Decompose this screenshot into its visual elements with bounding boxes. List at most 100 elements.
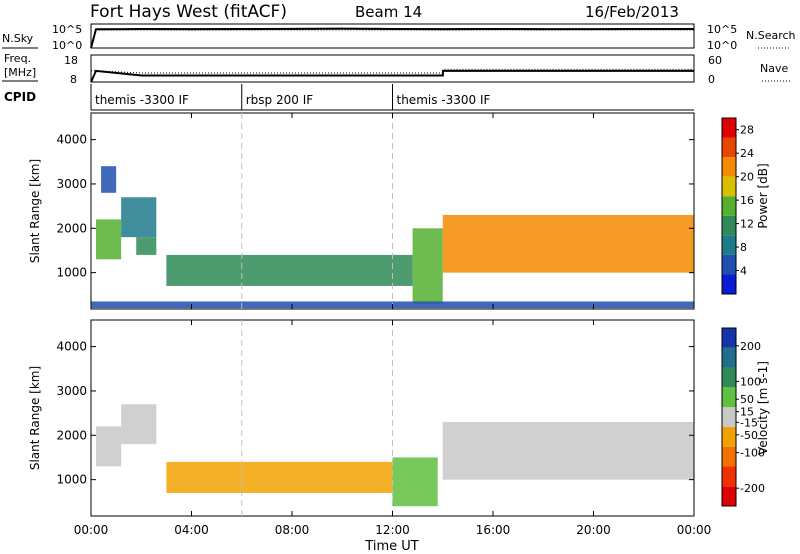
date-title: 16/Feb/2013 — [585, 3, 679, 21]
cpid-segment-label-1: rbsp 200 IF — [246, 93, 313, 107]
velocity-cbar-tick-label: 100 — [740, 375, 761, 388]
velocity-cbar-tick-label: 200 — [740, 340, 761, 353]
xtick-label: 20:00 — [576, 523, 611, 537]
power-cbar-swatch — [722, 137, 736, 158]
power-cbar-frame — [721, 117, 737, 295]
velocity-regions-region-1 — [121, 404, 157, 445]
velocity-cbar-frame — [721, 327, 737, 507]
freq-left-tick-top: 18 — [64, 54, 78, 67]
x-axis-ticks: 00:00 04:00 08:00 12:00 16:00 20:00 00:00 — [74, 113, 712, 537]
cpid-label: CPID — [4, 90, 36, 104]
ytick-label: 3000 — [56, 177, 87, 191]
xtick-label: 12:00 — [375, 523, 410, 537]
velocity-cbar-swatch — [722, 347, 736, 368]
xtick-label: 04:00 — [174, 523, 209, 537]
station-title: Fort Hays West (fitACF) — [90, 2, 287, 22]
power-cbar-tick-label: 16 — [740, 194, 754, 207]
power-cbar-swatch — [722, 235, 736, 255]
power-cbar-tick-label: 28 — [740, 124, 754, 137]
velocity-cbar-tick-label: -50 — [740, 429, 758, 442]
power-cbar-tick-label: 24 — [740, 147, 754, 160]
noise-left-label: N.Sky — [2, 32, 34, 45]
power-regions-region-5 — [412, 228, 443, 304]
ytick-label: 2000 — [56, 428, 87, 442]
cpid-segment-label-2: themis -3300 IF — [397, 93, 491, 107]
power-regions-region-2 — [121, 197, 157, 238]
beam-title: Beam 14 — [355, 3, 422, 21]
freq-series-group — [90, 68, 694, 83]
freq-series-freq — [90, 69, 694, 83]
power-cbar-tick-label: 12 — [740, 218, 754, 231]
freq-panel-frame — [90, 54, 695, 83]
velocity-cbar-tick-label: 15 — [740, 406, 754, 419]
cpid-segments: themis -3300 IF rbsp 200 IF themis -3300 I… — [90, 84, 694, 111]
velocity-regions-region-0 — [96, 426, 122, 467]
noise-left-tick-top: 10^5 — [52, 23, 82, 36]
noise-series-nsky — [90, 27, 694, 49]
freq-left-label-2: [MHz] — [4, 66, 36, 79]
power-regions-region-4 — [166, 254, 413, 286]
power-cbar-swatch — [722, 176, 736, 197]
freq-right-tick-top: 60 — [708, 54, 722, 67]
power-cbar-tick-label: 8 — [740, 241, 747, 254]
power-cbar-swatch — [722, 254, 736, 275]
velocity-cbar-swatch — [722, 486, 736, 506]
power-colorbar: 4 8 12 16 20 24 28 — [721, 117, 754, 295]
noise-series-group — [90, 27, 694, 49]
power-cbar-tick-label: 20 — [740, 171, 754, 184]
power-regions-group — [91, 166, 694, 309]
power-cbar-swatch — [722, 196, 736, 216]
power-regions-region-1 — [101, 166, 117, 193]
velocity-cbar-tick-label: -200 — [740, 482, 765, 495]
power-cbar-swatch — [722, 274, 736, 294]
velocity-regions-group — [96, 404, 694, 507]
noise-panel-frame — [90, 23, 695, 49]
freq-right-label: Nave — [760, 62, 788, 75]
xtick-label: 00:00 — [74, 523, 109, 537]
velocity-cbar-swatch — [722, 367, 736, 388]
velocity-regions-region-2 — [166, 461, 393, 493]
velocity-colorbar-label: Velocity [m s-1] — [756, 361, 770, 455]
ytick-label: 3000 — [56, 384, 87, 398]
power-cbar-swatch — [722, 118, 736, 138]
ytick-label: 1000 — [56, 473, 87, 487]
power-regions-region-6 — [442, 214, 694, 273]
ytick-label: 2000 — [56, 221, 87, 235]
velocity-cbar-tick-label: -15 — [740, 416, 758, 429]
ytick-label: 4000 — [56, 340, 87, 354]
velocity-regions-region-3 — [392, 457, 438, 507]
xtick-label: 16:00 — [476, 523, 511, 537]
ytick-label: 4000 — [56, 133, 87, 147]
freq-right-tick-bottom: 0 — [708, 73, 715, 86]
noise-left-tick-bottom: 10^0 — [52, 39, 82, 52]
xtick-label: 08:00 — [275, 523, 310, 537]
velocity-cbar-swatch — [722, 328, 736, 348]
x-axis-label: Time UT — [364, 539, 418, 554]
velocity-cbar-swatch — [722, 466, 736, 487]
noise-right-label: N.Search — [746, 29, 796, 42]
power-cbar-swatch — [722, 157, 736, 177]
power-cbar-swatch — [722, 215, 736, 236]
freq-left-label-1: Freq. — [4, 52, 31, 65]
velocity-cbar-tick-label: 50 — [740, 393, 754, 406]
ytick-label: 1000 — [56, 266, 87, 280]
noise-right-tick-top: 10^5 — [707, 23, 737, 36]
power-regions-region-3 — [136, 237, 157, 255]
noise-series-nsearch — [90, 29, 694, 49]
power-cbar-tick-label: 4 — [740, 265, 747, 278]
velocity-yticks-group: 1000 2000 3000 4000 — [56, 340, 694, 487]
cpid-segment-label-0: themis -3300 IF — [95, 93, 189, 107]
power-regions-region-0 — [96, 219, 122, 260]
freq-left-tick-bottom: 8 — [70, 73, 77, 86]
velocity-cbar-swatch — [722, 446, 736, 467]
freq-series-nave — [91, 68, 694, 74]
power-yticks-group: 1000 2000 3000 4000 — [56, 133, 694, 280]
velocity-regions-region-4 — [442, 421, 694, 480]
velocity-ylabel: Slant Range [km] — [28, 366, 42, 470]
velocity-cbar-swatch — [722, 426, 736, 447]
cpid-divider-lines — [241, 113, 393, 516]
power-colorbar-label: Power [dB] — [756, 163, 770, 228]
xtick-label: 00:00 — [677, 523, 712, 537]
